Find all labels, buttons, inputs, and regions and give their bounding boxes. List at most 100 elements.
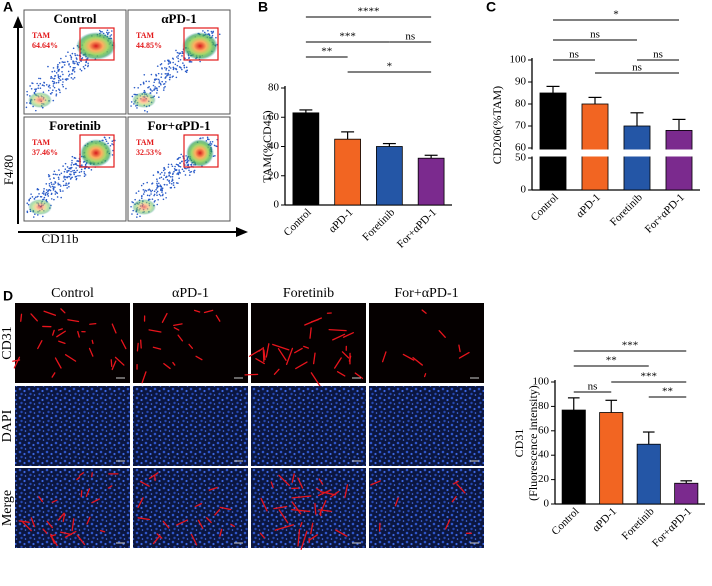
event (172, 67, 175, 69)
event (48, 182, 51, 185)
event (151, 183, 153, 185)
event (156, 182, 158, 185)
event (83, 171, 86, 173)
event (51, 183, 53, 186)
gate-percent: 37.46% (32, 148, 58, 157)
event (61, 61, 64, 63)
vessel (303, 345, 310, 349)
event (142, 182, 145, 185)
event (62, 190, 64, 192)
event (199, 137, 201, 140)
y-tick-label: 80 (268, 82, 280, 94)
event (99, 30, 102, 33)
event (189, 61, 192, 63)
event (163, 87, 165, 89)
event (45, 84, 48, 86)
vessel (152, 346, 162, 350)
event (62, 73, 64, 76)
y-tick-label: 90 (515, 76, 527, 88)
event (65, 87, 67, 90)
density-hotspot (132, 199, 156, 215)
vessel (230, 523, 236, 528)
event (52, 89, 54, 92)
x-tick-label: Foretinib (620, 505, 657, 542)
vessel (314, 502, 317, 515)
event (83, 172, 86, 175)
event (159, 82, 162, 85)
vessel (291, 495, 312, 499)
event (157, 198, 159, 201)
event (68, 185, 70, 188)
event (164, 192, 167, 194)
event (58, 183, 61, 186)
panel-label: C (486, 0, 496, 15)
event (53, 77, 56, 80)
event (61, 70, 63, 73)
y-tick-label: 0 (521, 184, 527, 196)
event (209, 141, 212, 143)
vessel (309, 327, 312, 339)
event (165, 69, 167, 71)
vessel (173, 323, 183, 327)
event (43, 196, 46, 199)
x-tick-label: For+αPD-1 (643, 191, 687, 235)
vessel (203, 309, 214, 314)
gate (183, 27, 219, 61)
vessel (291, 473, 295, 483)
vessel (79, 472, 85, 477)
event (133, 86, 136, 89)
event (72, 170, 74, 172)
event (160, 73, 163, 75)
event (181, 160, 183, 163)
vessel (310, 372, 322, 388)
event (158, 80, 161, 82)
vessel (341, 351, 350, 359)
event (57, 70, 60, 72)
bar (417, 157, 445, 206)
event (156, 178, 158, 180)
event (65, 182, 68, 185)
event (53, 177, 55, 180)
event (80, 57, 83, 60)
event (73, 71, 76, 73)
event (84, 174, 87, 176)
event (26, 102, 28, 104)
event (88, 167, 90, 169)
plot-title: Foretinib (49, 118, 101, 133)
x-tick-label: αPD-1 (327, 206, 356, 235)
event (51, 77, 53, 79)
vessel (91, 498, 100, 504)
event (185, 167, 187, 170)
y-tick-label: 0 (274, 199, 280, 211)
event (107, 32, 109, 35)
y-tick-label: 100 (510, 54, 527, 66)
event (54, 186, 56, 188)
flow-x-label: CD11b (41, 231, 78, 246)
event (175, 163, 178, 166)
vessel (148, 472, 159, 480)
event (157, 185, 160, 188)
event (58, 173, 61, 176)
event (45, 191, 48, 194)
event (62, 184, 65, 187)
event (143, 191, 146, 193)
event (155, 192, 158, 194)
y-tick-label: 50 (515, 152, 527, 164)
vessel (20, 313, 23, 322)
event (139, 83, 142, 86)
flow-plot-frame (23, 9, 127, 115)
event (175, 169, 178, 171)
event (168, 78, 171, 81)
event (54, 190, 57, 193)
event (175, 68, 177, 71)
event (55, 89, 58, 92)
event (84, 64, 87, 67)
event (71, 159, 73, 162)
event (186, 69, 188, 72)
vessel (59, 531, 72, 536)
event (156, 194, 158, 197)
event (38, 77, 40, 80)
event (69, 173, 71, 175)
event (181, 168, 184, 171)
column-label: Foretinib (283, 286, 334, 301)
